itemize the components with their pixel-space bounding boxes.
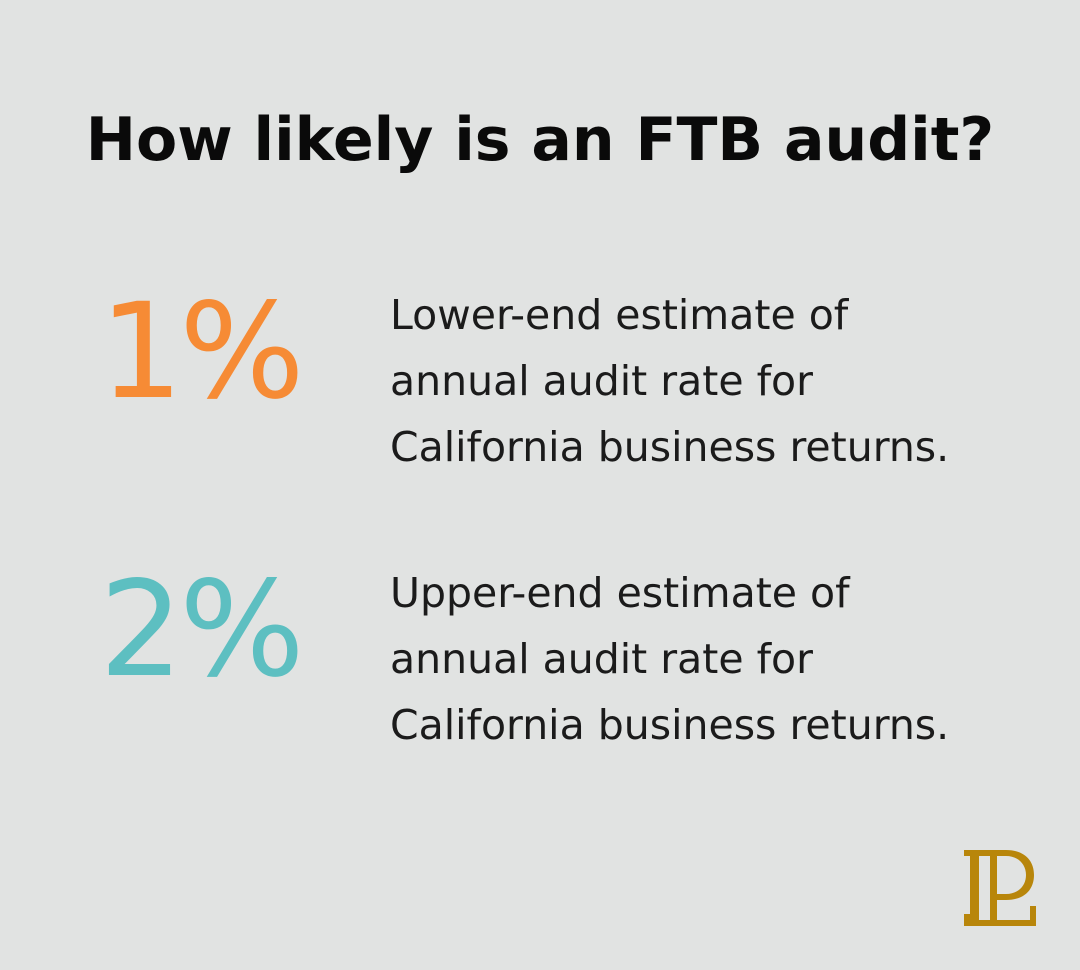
bp-monogram-icon: [964, 850, 1036, 926]
stat-upper-estimate: 2% Upper-end estimate of annual audit ra…: [0, 560, 1080, 760]
stat-description-line: California business returns.: [390, 701, 950, 749]
stat-description-line: Lower-end estimate of: [390, 291, 849, 339]
stat-value: 1%: [99, 275, 304, 429]
stat-description: Lower-end estimate of annual audit rate …: [390, 282, 1050, 480]
stat-description: Upper-end estimate of annual audit rate …: [390, 560, 1050, 758]
stat-description-line: Upper-end estimate of: [390, 569, 850, 617]
page-title: How likely is an FTB audit?: [85, 105, 995, 175]
stat-description-line: annual audit rate for: [390, 635, 813, 683]
stat-description-line: California business returns.: [390, 423, 950, 471]
stat-lower-estimate: 1% Lower-end estimate of annual audit ra…: [0, 282, 1080, 482]
stat-value: 2%: [99, 553, 304, 707]
stat-description-line: annual audit rate for: [390, 357, 813, 405]
